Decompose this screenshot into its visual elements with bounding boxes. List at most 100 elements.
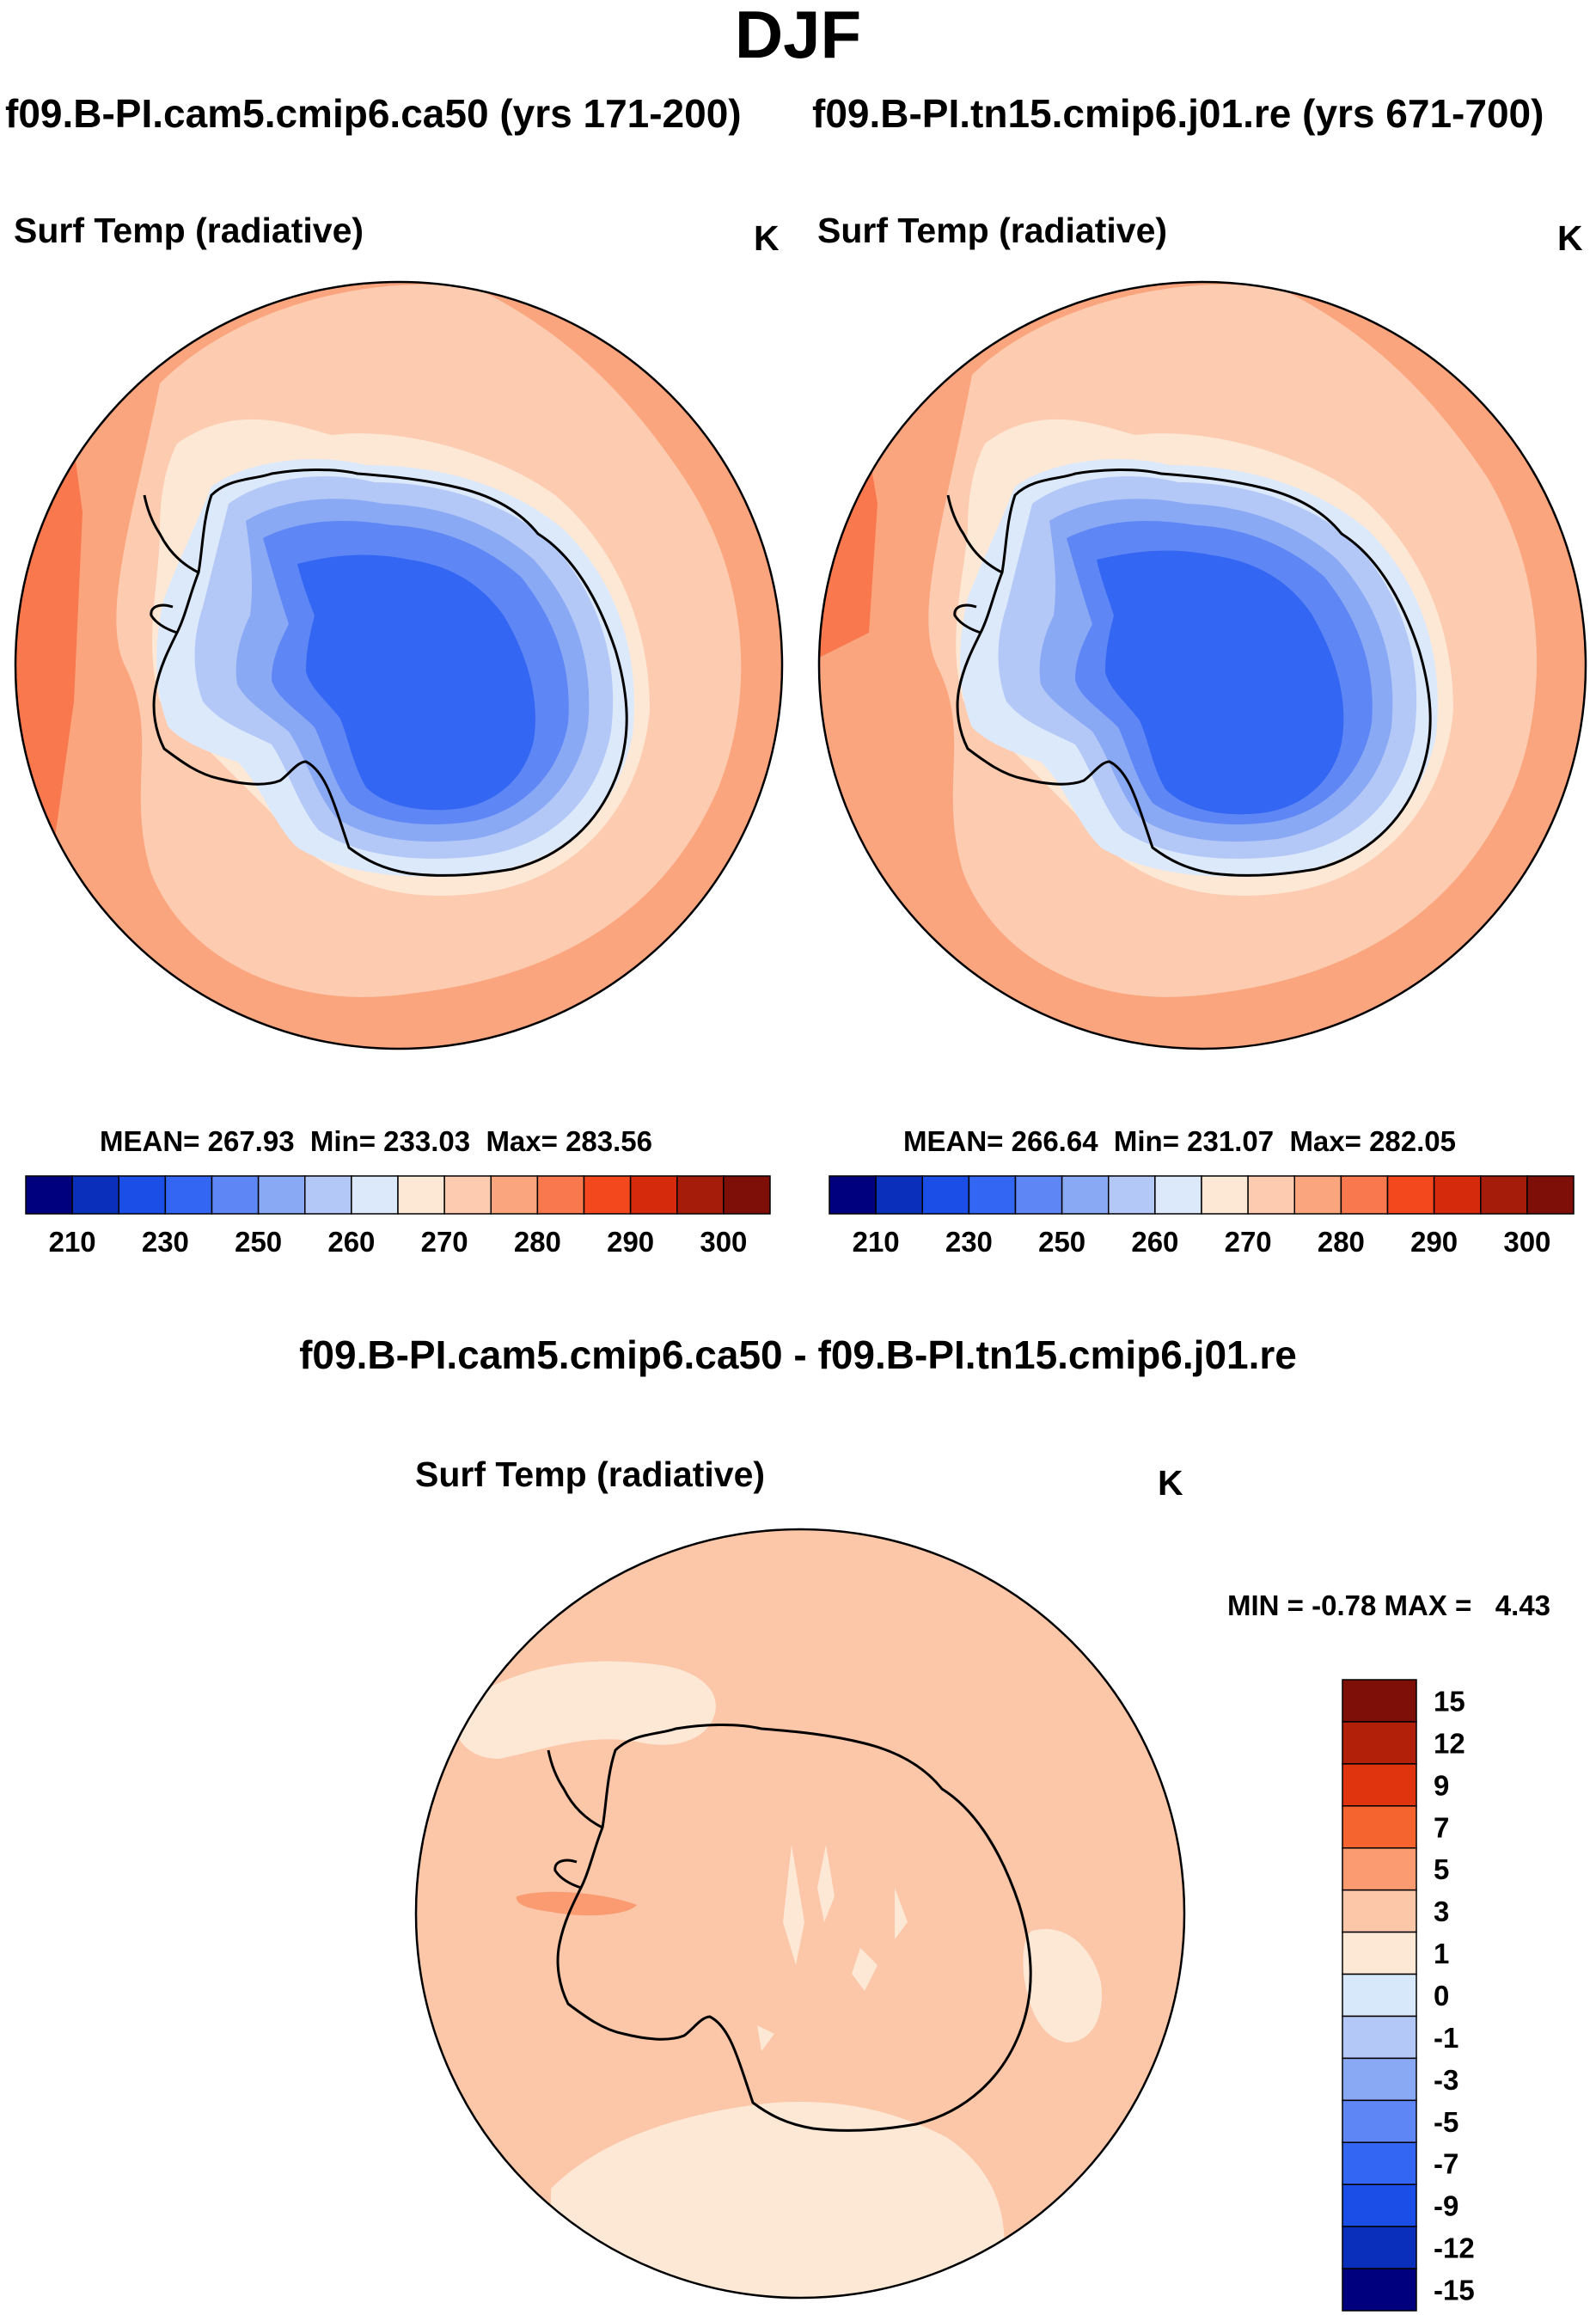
right-colorbar-box bbox=[1433, 1175, 1482, 1215]
diff-colorbar-box bbox=[1342, 1679, 1417, 1723]
right-plateau bbox=[1097, 550, 1344, 815]
diff-colorbar-box bbox=[1342, 2141, 1417, 2185]
diff-colorbar-box bbox=[1342, 1889, 1417, 1933]
left-colorbar-box bbox=[583, 1175, 632, 1215]
right-min-value: 231.07 bbox=[1187, 1125, 1275, 1157]
right-mean-label: MEAN= bbox=[903, 1125, 1004, 1157]
left-warm-edge-east bbox=[667, 959, 782, 1049]
right-colorbar-tick-label: 250 bbox=[1038, 1226, 1085, 1258]
right-colorbar-tick-label: 270 bbox=[1225, 1226, 1272, 1258]
left-colorbar-box bbox=[629, 1175, 678, 1215]
diff-colorbar-box bbox=[1342, 2226, 1417, 2269]
left-colorbar-box bbox=[211, 1175, 260, 1215]
right-map bbox=[817, 280, 1587, 1050]
left-colorbar-tick-label: 230 bbox=[142, 1226, 189, 1258]
left-colorbar-box bbox=[676, 1175, 725, 1215]
left-colorbar-box bbox=[490, 1175, 539, 1215]
left-colorbar-tick-label: 210 bbox=[49, 1226, 96, 1258]
left-colorbar-tick-label: 250 bbox=[235, 1226, 282, 1258]
left-antarctica-coastline bbox=[152, 468, 628, 877]
diff-colorbar-tick-label: -12 bbox=[1434, 2232, 1475, 2264]
left-mean-label: MEAN= bbox=[100, 1125, 200, 1157]
right-colorbar-box bbox=[1480, 1175, 1528, 1215]
diff-map-border bbox=[414, 1528, 1186, 2300]
right-colorbar-box bbox=[921, 1175, 970, 1215]
left-colorbar-box bbox=[443, 1175, 492, 1215]
left-colorbar-box bbox=[536, 1175, 585, 1215]
left-colorbar-box bbox=[397, 1175, 445, 1215]
right-colorbar-box bbox=[1154, 1175, 1202, 1215]
diff-colorbar-tick-label: -1 bbox=[1434, 2022, 1458, 2054]
diff-peninsula bbox=[547, 1749, 603, 1889]
diff-colorbar-tick-label: -15 bbox=[1434, 2275, 1475, 2306]
left-colorbar: 210 230 250 260 270 280 290 300 bbox=[25, 1175, 771, 1258]
diff-colorbar-tick-label: 9 bbox=[1434, 1769, 1449, 1801]
right-colorbar-box bbox=[875, 1175, 923, 1215]
left-colorbar-tick-label: 270 bbox=[421, 1226, 468, 1258]
left-min-label: Min= bbox=[309, 1125, 376, 1157]
diff-min-label: MIN = bbox=[1227, 1589, 1304, 1621]
diff-colorbar-box bbox=[1342, 2015, 1417, 2060]
right-warm-edge-west bbox=[819, 401, 877, 658]
right-colorbar-box bbox=[1201, 1175, 1249, 1215]
diff-min-value: -0.78 bbox=[1312, 1589, 1377, 1621]
left-colorbar-tick-label: 290 bbox=[607, 1226, 654, 1258]
diff-ice-spots bbox=[757, 1845, 908, 2051]
right-colorbar: 210 230 250 260 270 280 290 300 bbox=[829, 1175, 1575, 1258]
left-colorbar-box bbox=[25, 1175, 73, 1215]
right-colorbar-box bbox=[1014, 1175, 1063, 1215]
left-colorbar-tick-label: 260 bbox=[327, 1226, 375, 1258]
diff-colorbar-tick-label: 3 bbox=[1434, 1895, 1449, 1927]
left-colorbar-box bbox=[304, 1175, 352, 1215]
diff-colorbar-tick-label: -9 bbox=[1434, 2190, 1458, 2222]
figure-title: DJF bbox=[734, 0, 862, 72]
right-colorbar-tick-label: 230 bbox=[945, 1226, 993, 1258]
left-colorbar-box bbox=[723, 1175, 771, 1215]
left-colorbar-box bbox=[351, 1175, 399, 1215]
left-mean-value: 267.93 bbox=[207, 1125, 295, 1157]
diff-colorbar-box bbox=[1342, 1763, 1417, 1807]
diff-colorbar-box bbox=[1342, 2183, 1417, 2227]
right-colorbar-box bbox=[1526, 1175, 1575, 1215]
diff-max-value: 4.43 bbox=[1495, 1589, 1551, 1621]
diff-colorbar: 15 12 9 7 5 3 1 0 -1 -3 -5 -7 -9 -12 -15 bbox=[1342, 1679, 1475, 2312]
right-colorbar-tick-label: 260 bbox=[1131, 1226, 1178, 1258]
diff-max-label: MAX = bbox=[1384, 1589, 1472, 1621]
diff-colorbar-tick-label: 0 bbox=[1434, 1980, 1449, 2012]
diff-colorbar-tick-label: 15 bbox=[1434, 1685, 1465, 1717]
diff-colorbar-tick-label: -5 bbox=[1434, 2106, 1458, 2138]
diff-colorbar-tick-label: 5 bbox=[1434, 1853, 1449, 1885]
diff-colorbar-tick-label: -3 bbox=[1434, 2064, 1458, 2096]
right-map-border bbox=[817, 280, 1587, 1050]
right-colorbar-box bbox=[829, 1175, 877, 1215]
right-colorbar-tick-label: 210 bbox=[853, 1226, 900, 1258]
left-colorbar-box bbox=[164, 1175, 213, 1215]
left-min-value: 233.03 bbox=[383, 1125, 471, 1157]
left-max-value: 283.56 bbox=[566, 1125, 653, 1157]
right-colorbar-box bbox=[1247, 1175, 1295, 1215]
diff-small-change-se bbox=[551, 2102, 1005, 2298]
right-colorbar-box bbox=[1108, 1175, 1156, 1215]
left-units: K bbox=[754, 218, 780, 258]
left-run-title: f09.B-PI.cam5.cmip6.ca50 (yrs 171-200) bbox=[5, 91, 742, 136]
diff-minmax: MIN = -0.78 MAX = 4.43 bbox=[1227, 1589, 1550, 1623]
left-colorbar-tick-label: 280 bbox=[514, 1226, 561, 1258]
right-max-value: 282.05 bbox=[1369, 1125, 1457, 1157]
right-colorbar-tick-label: 300 bbox=[1503, 1226, 1550, 1258]
diff-colorbar-box bbox=[1342, 1721, 1417, 1765]
right-max-label: Max= bbox=[1289, 1125, 1361, 1157]
left-colorbar-box bbox=[257, 1175, 306, 1215]
right-colorbar-box bbox=[1386, 1175, 1435, 1215]
left-plateau bbox=[297, 554, 535, 811]
diff-colorbar-box bbox=[1342, 1805, 1417, 1849]
right-colorbar-box bbox=[1061, 1175, 1110, 1215]
right-antarctica-coastline bbox=[956, 468, 1432, 877]
diff-colorbar-tick-label: 7 bbox=[1434, 1811, 1449, 1843]
diff-colorbar-box bbox=[1342, 1973, 1417, 2018]
right-colorbar-box bbox=[1293, 1175, 1342, 1215]
left-colorbar-tick-label: 300 bbox=[700, 1226, 747, 1258]
difference-title: f09.B-PI.cam5.cmip6.ca50 - f09.B-PI.tn15… bbox=[299, 1332, 1297, 1377]
diff-colorbar-box bbox=[1342, 1846, 1417, 1891]
left-colorbar-box bbox=[71, 1175, 119, 1215]
diff-small-change-east bbox=[1023, 1929, 1102, 2042]
